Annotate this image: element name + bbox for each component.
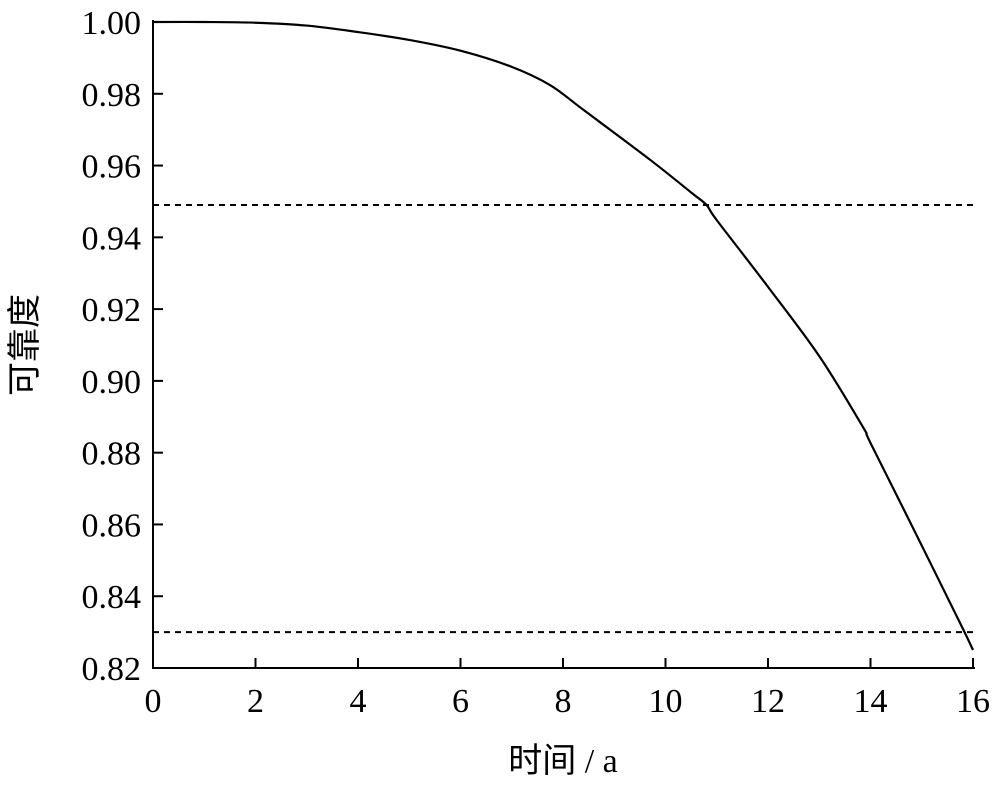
x-tick-label: 2 (247, 683, 264, 720)
series (152, 20, 974, 651)
y-tick-label: 0.86 (82, 507, 142, 544)
x-tick-label: 8 (555, 683, 572, 720)
reference-lines (153, 204, 973, 634)
x-axis-label: 时间 / a (508, 743, 618, 780)
y-tick-label: 0.82 (82, 651, 142, 688)
x-tick-label: 16 (956, 683, 990, 720)
y-tick-label: 0.92 (82, 292, 142, 329)
y-axis-label: 可靠度 (6, 294, 44, 396)
x-tick-label: 6 (452, 683, 469, 720)
axes (152, 20, 975, 669)
y-tick-label: 0.94 (82, 220, 142, 257)
x-tick-label: 10 (649, 683, 683, 720)
y-tick-label: 0.96 (82, 149, 142, 186)
y-tick-label: 0.90 (82, 364, 142, 401)
y-tick-label: 0.98 (82, 77, 142, 114)
y-tick-label: 0.84 (82, 579, 142, 616)
y-ticks: 0.82 0.84 0.86 0.88 0.90 0.92 0.94 0.96 0.98 1.00 (82, 5, 163, 688)
x-tick-label: 4 (350, 683, 367, 720)
y-tick-label: 0.88 (82, 436, 142, 473)
x-tick-label: 0 (145, 683, 162, 720)
x-tick-label: 12 (751, 683, 785, 720)
y-tick-label: 1.00 (82, 5, 142, 42)
x-tick-label: 14 (854, 683, 888, 720)
x-ticks: 0 2 4 6 8 10 12 14 16 (145, 658, 990, 720)
series-line-reliability (152, 20, 974, 651)
